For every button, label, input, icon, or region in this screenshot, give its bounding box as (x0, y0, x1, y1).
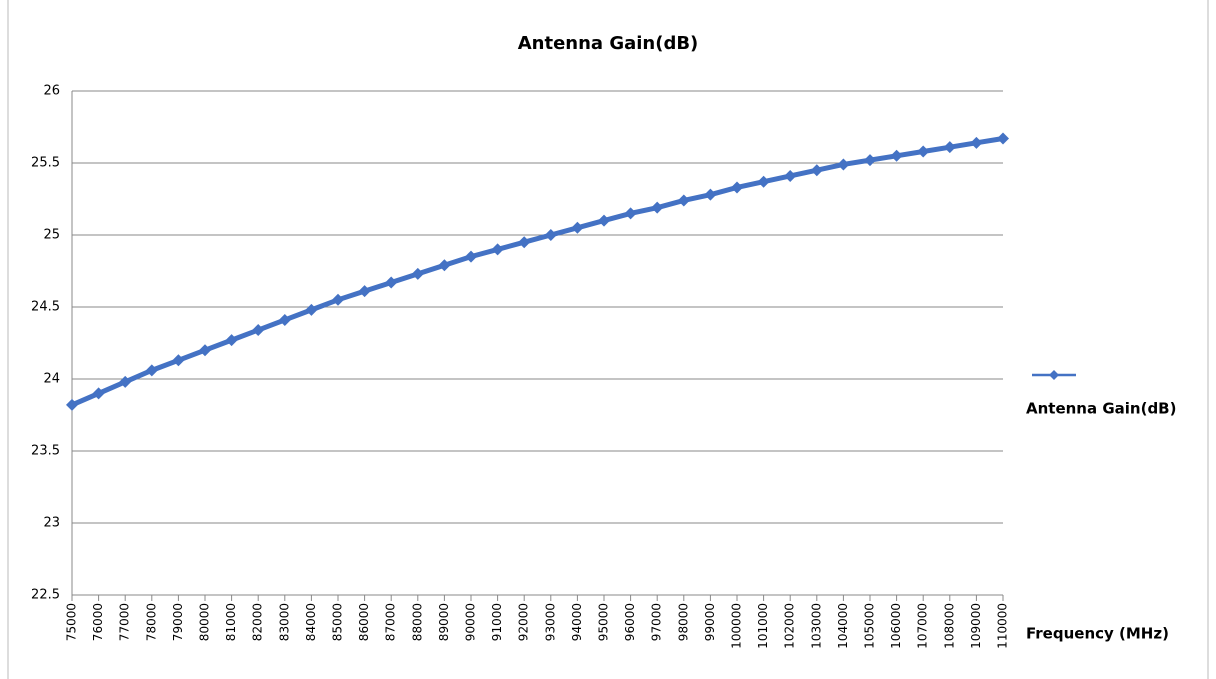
x-tick-label: 91000 (490, 603, 504, 641)
x-axis-title: Frequency (MHz) (1026, 625, 1169, 643)
marker (145, 364, 158, 377)
legend-marker (1049, 370, 1059, 380)
y-tick-label: 23 (43, 516, 60, 531)
x-tick-label: 84000 (304, 603, 318, 641)
x-tick-label: 92000 (517, 603, 531, 641)
x-tick-label: 76000 (91, 603, 105, 641)
x-tick-label: 90000 (464, 603, 478, 641)
x-tick-label: 77000 (118, 603, 132, 641)
x-tick-label: 103000 (809, 603, 823, 649)
marker (837, 158, 850, 171)
marker (491, 243, 504, 256)
x-tick-label: 105000 (863, 603, 877, 649)
marker (757, 175, 770, 188)
x-tick-label: 108000 (942, 603, 956, 649)
x-tick-label: 75000 (65, 603, 79, 641)
x-tick-label: 85000 (331, 603, 345, 641)
marker (92, 387, 105, 400)
marker (651, 201, 664, 214)
chart-title: Antenna Gain(dB) (518, 33, 699, 54)
marker (438, 259, 451, 272)
marker (970, 136, 983, 149)
marker (385, 276, 398, 289)
marker (199, 344, 211, 357)
x-tick-label: 99000 (703, 603, 717, 641)
marker (66, 398, 78, 411)
marker (358, 285, 371, 298)
marker (465, 250, 477, 263)
marker (571, 221, 584, 234)
x-tick-label: 86000 (357, 603, 371, 641)
x-tick-label: 78000 (144, 603, 158, 641)
marker (411, 267, 424, 280)
x-tick-label: 88000 (410, 603, 424, 641)
x-tick-label: 89000 (437, 603, 451, 641)
y-tick-label: 25 (43, 228, 60, 243)
marker (624, 207, 637, 220)
marker (518, 236, 531, 249)
y-tick-label: 23.5 (31, 444, 60, 459)
marker (598, 214, 610, 227)
y-tick-label: 24 (43, 372, 60, 387)
x-tick-label: 87000 (384, 603, 398, 641)
marker (252, 324, 265, 337)
y-tick-label: 26 (43, 84, 60, 99)
x-tick-label: 95000 (597, 603, 611, 641)
x-tick-label: 96000 (623, 603, 637, 641)
marker (172, 354, 185, 367)
marker (119, 375, 132, 388)
x-tick-label: 107000 (916, 603, 930, 649)
marker (544, 229, 557, 241)
marker (704, 188, 717, 201)
x-tick-label: 102000 (783, 603, 797, 649)
marker (864, 154, 876, 167)
x-tick-label: 100000 (730, 603, 744, 649)
marker (225, 334, 238, 347)
x-tick-label: 110000 (996, 603, 1010, 649)
x-tick-label: 97000 (650, 603, 664, 641)
x-tick-label: 94000 (570, 603, 584, 641)
x-tick-label: 104000 (836, 603, 850, 649)
series-line (71, 136, 1004, 408)
x-tick-label: 101000 (756, 603, 770, 649)
marker (305, 303, 318, 316)
marker (810, 164, 823, 177)
x-tick-label: 80000 (198, 603, 212, 641)
marker (784, 169, 797, 182)
x-tick-label: 79000 (171, 603, 185, 641)
marker (677, 194, 690, 207)
marker (278, 313, 291, 326)
x-tick-label: 109000 (969, 603, 983, 649)
x-tick-label: 83000 (277, 603, 291, 641)
y-tick-label: 24.5 (31, 300, 60, 315)
x-tick-label: 82000 (251, 603, 265, 641)
x-tick-label: 93000 (543, 603, 557, 641)
marker (332, 293, 344, 306)
x-tick-label: 81000 (224, 603, 238, 641)
x-tick-label: 98000 (676, 603, 690, 641)
legend-label: Antenna Gain(dB) (1026, 400, 1176, 418)
marker (890, 149, 903, 162)
y-tick-label: 25.5 (31, 156, 60, 171)
marker (997, 132, 1009, 145)
marker (917, 145, 930, 158)
marker (731, 181, 743, 194)
marker (943, 141, 956, 154)
x-tick-label: 106000 (889, 603, 903, 649)
y-tick-label: 22.5 (31, 588, 60, 603)
